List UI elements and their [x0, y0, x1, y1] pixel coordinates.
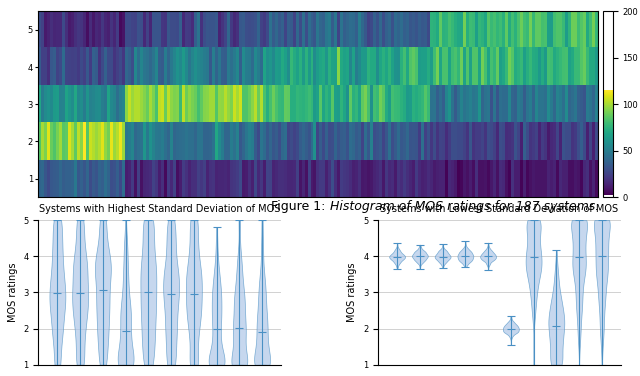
Y-axis label: MOS ratings: MOS ratings: [8, 262, 18, 322]
Text: Histogram of MOS ratings for 187 systems.: Histogram of MOS ratings for 187 systems…: [330, 200, 599, 213]
Title: Systems with Highest Standard Deviation of MOS: Systems with Highest Standard Deviation …: [39, 204, 280, 214]
Y-axis label: MOS ratings: MOS ratings: [348, 262, 358, 322]
Text: Figure 1:: Figure 1:: [271, 200, 330, 213]
Title: Systems with Lowest Standard Deviation of MOS: Systems with Lowest Standard Deviation o…: [380, 204, 618, 214]
